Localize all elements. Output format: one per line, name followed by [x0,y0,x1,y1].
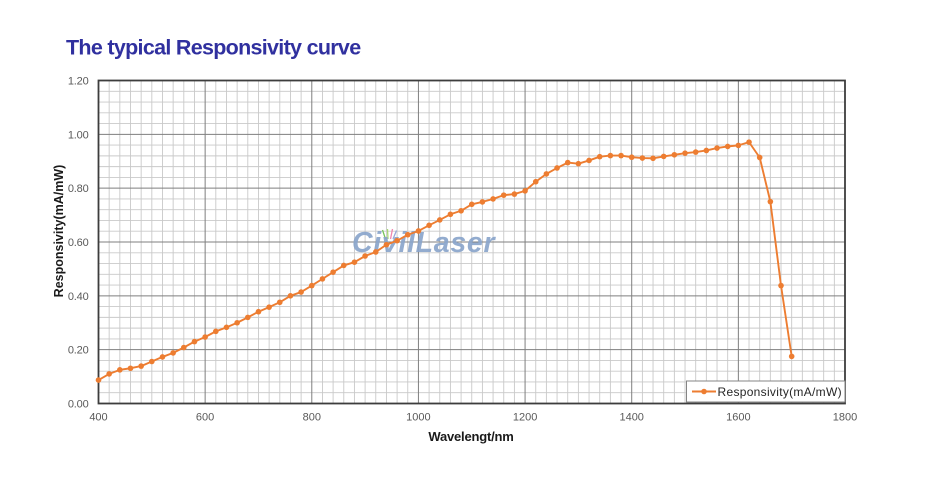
svg-text:800: 800 [303,412,321,424]
svg-text:Responsivity(mA/mW): Responsivity(mA/mW) [718,385,842,399]
svg-text:400: 400 [89,412,107,424]
svg-text:Responsivity(mA/mW): Responsivity(mA/mW) [52,165,66,298]
svg-text:1200: 1200 [513,412,537,424]
svg-text:0.20: 0.20 [68,345,89,357]
svg-text:1000: 1000 [406,412,430,424]
svg-text:600: 600 [196,412,214,424]
svg-text:The typical Responsivity curve: The typical Responsivity curve [66,36,361,60]
svg-text:CivilLaser: CivilLaser [352,227,496,259]
svg-text:Wavelengt/nm: Wavelengt/nm [428,429,513,444]
svg-text:1800: 1800 [833,412,857,424]
svg-text:1600: 1600 [726,412,750,424]
svg-text:1.20: 1.20 [68,76,89,88]
svg-text:0.00: 0.00 [68,399,89,411]
svg-text:1.00: 1.00 [68,129,89,141]
svg-text:1400: 1400 [619,412,643,424]
svg-text:0.80: 0.80 [68,183,89,195]
svg-text:0.40: 0.40 [68,291,89,303]
svg-text:0.60: 0.60 [68,237,89,249]
